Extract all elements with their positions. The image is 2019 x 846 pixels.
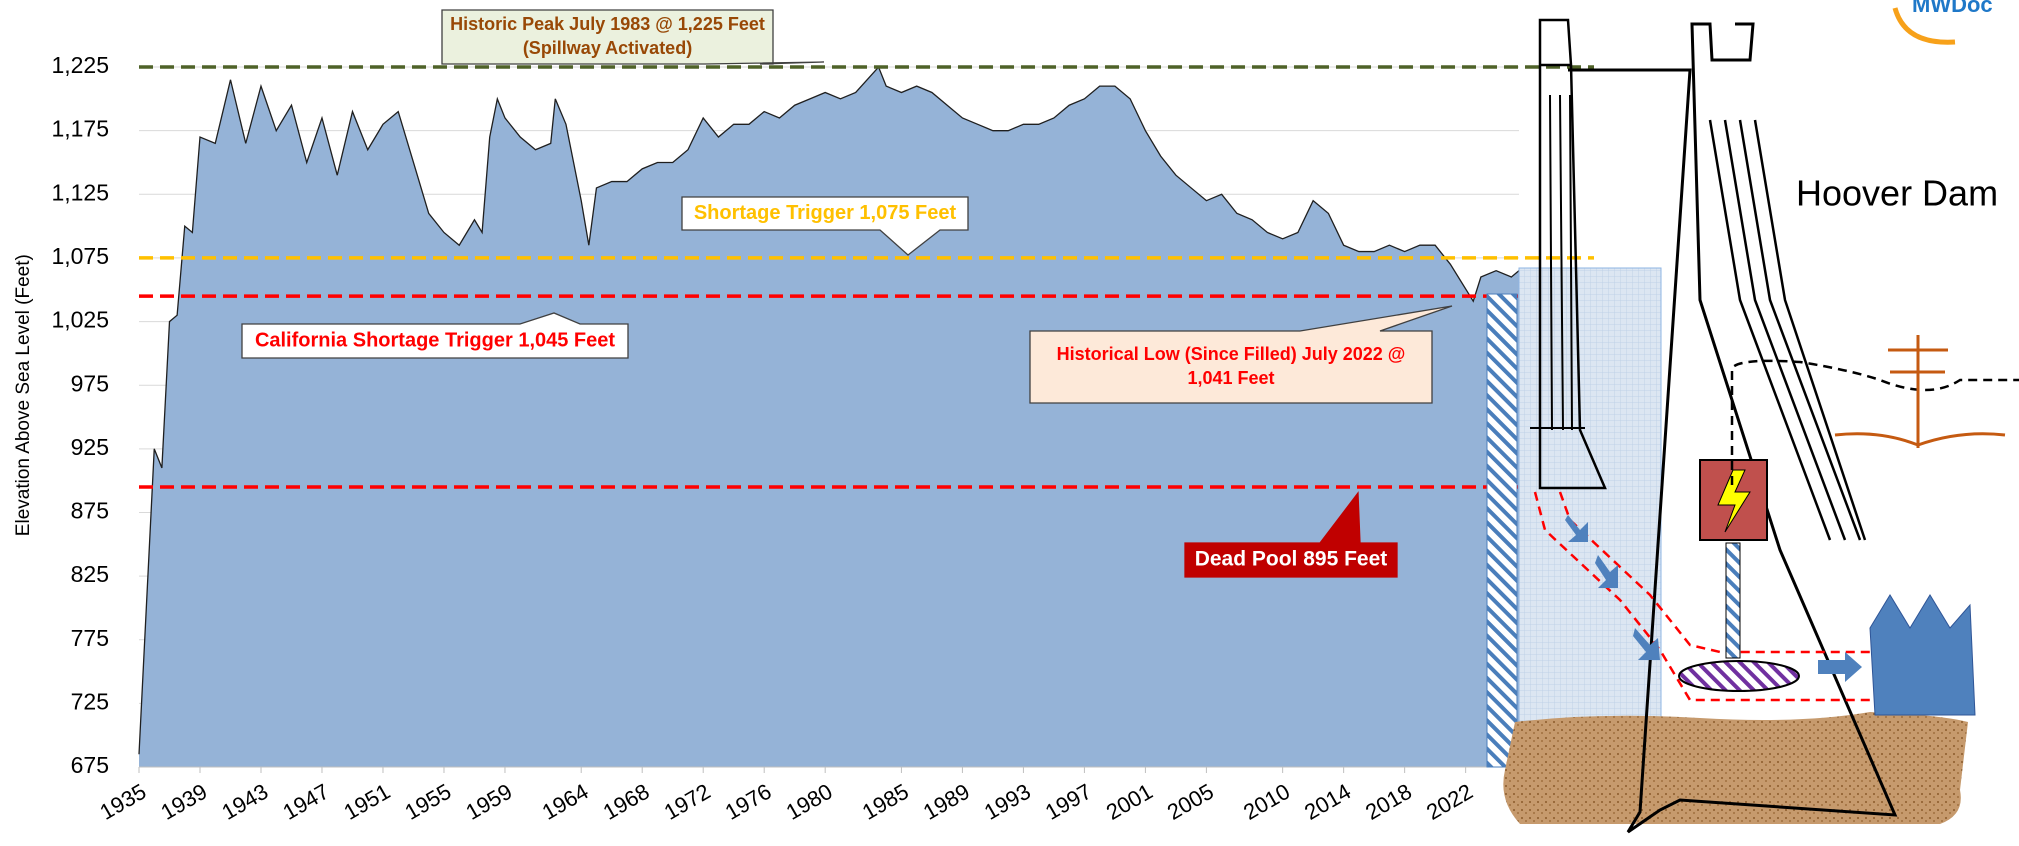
annotation-text: Dead Pool 895 Feet: [1195, 548, 1388, 571]
x-tick-label: 1976: [721, 779, 776, 825]
power-line: [1730, 359, 2019, 485]
annotation: Historic Peak July 1983 @ 1,225 Feet (Spi…: [441, 9, 825, 65]
x-tick-label: 1951: [339, 779, 394, 825]
y-tick-label: 675: [71, 752, 109, 778]
x-tick-label: 1993: [980, 779, 1035, 825]
area-outline: [138, 65, 1520, 755]
annotation-text: Historic Peak July 1983 @ 1,225 Feet: [450, 14, 765, 34]
y-tick-label: 1,225: [51, 52, 109, 78]
annotation: Historical Low (Since Filled) July 2022 …: [1029, 305, 1453, 404]
logo: MWDoc: [1912, 0, 1993, 17]
x-tick-label: 1955: [400, 779, 455, 825]
x-tick-label: 1935: [96, 779, 151, 825]
plot: 675 725 775 825 875 925 975 1,025 1,075 1,125 1,17…: [13, 52, 1594, 825]
x-tick-label: 2005: [1163, 779, 1218, 825]
intake-lines: [1530, 94, 1585, 431]
area: [139, 67, 1519, 768]
y-tick-label: 725: [71, 688, 109, 714]
annotation-text: Shortage Trigger 1,075 Feet: [694, 202, 957, 224]
annotation-box: [241, 312, 629, 359]
logo-arc: [1892, 7, 1956, 45]
annotation: California Shortage Trigger 1,045 Feet: [241, 312, 629, 359]
x-tick-label: 2010: [1239, 779, 1294, 825]
annotation-box: [441, 9, 825, 65]
ground: [1503, 712, 1968, 824]
transmission: [1834, 335, 2006, 448]
lightning: [1717, 469, 1751, 533]
x-tick-label: 1985: [858, 779, 913, 825]
reservoir: [1518, 267, 1662, 768]
tailwater: [1869, 594, 1976, 716]
shaft: [1725, 542, 1741, 659]
y-tick-label: 1,075: [51, 243, 109, 269]
y-tick-label: 1,025: [51, 307, 109, 333]
y-tick-label: 775: [71, 625, 109, 651]
y-tick-label: 975: [71, 370, 109, 396]
annotations: Historic Peak July 1983 @ 1,225 Feet (Spi…: [241, 9, 1453, 578]
annotation-text: 1,041 Feet: [1187, 368, 1274, 388]
penstock-path: [1533, 491, 1930, 702]
y-tick-label: 1,175: [51, 116, 109, 142]
x-tick-label: 2001: [1102, 779, 1157, 825]
x-tick-label: 2018: [1361, 779, 1416, 825]
diagram-title: Hoover Dam: [1796, 173, 1998, 214]
y-tick-label: 875: [71, 498, 109, 524]
annotation: Shortage Trigger 1,075 Feet: [681, 196, 969, 256]
x-tick-label: 2014: [1300, 779, 1355, 825]
x-tick-label: 1964: [538, 779, 593, 825]
dam-outline: [1568, 22, 1898, 834]
y-axis-title: Elevation Above Sea Level (Feet): [13, 254, 34, 536]
x-tick-label: 1980: [782, 779, 837, 825]
annotation-text: California Shortage Trigger 1,045 Feet: [255, 329, 615, 351]
dam-diagram: MWDoc Hoover Dam: [1486, 0, 2019, 834]
x-tick-label: 1939: [157, 779, 212, 825]
spillway-lines: [1708, 119, 1867, 541]
intake-tower: [1538, 18, 1607, 490]
x-tick-label: 1947: [278, 779, 333, 825]
annotation-box: [1184, 491, 1398, 578]
annotation-text: Historical Low (Since Filled) July 2022 …: [1057, 344, 1406, 364]
x-tick-label: 2022: [1422, 779, 1477, 825]
turbine: [1678, 660, 1800, 692]
x-tick-label: 1959: [461, 779, 516, 825]
annotation-box: [681, 196, 969, 256]
y-tick-label: 1,125: [51, 179, 109, 205]
hatched-column: [1486, 293, 1518, 768]
annotation-box: [1029, 305, 1453, 404]
flow-arrows: [1565, 515, 1862, 682]
annotation: Dead Pool 895 Feet: [1184, 491, 1398, 578]
y-tick-label: 925: [71, 434, 109, 460]
annotation-text: (Spillway Activated): [523, 38, 692, 58]
x-tick-label: 1968: [599, 779, 654, 825]
y-tick-label: 825: [71, 561, 109, 587]
x-tick-label: 1943: [218, 779, 273, 825]
x-tick-label: 1989: [919, 779, 974, 825]
x-tick-label: 1997: [1041, 779, 1096, 825]
x-tick-label: 1972: [660, 779, 715, 825]
